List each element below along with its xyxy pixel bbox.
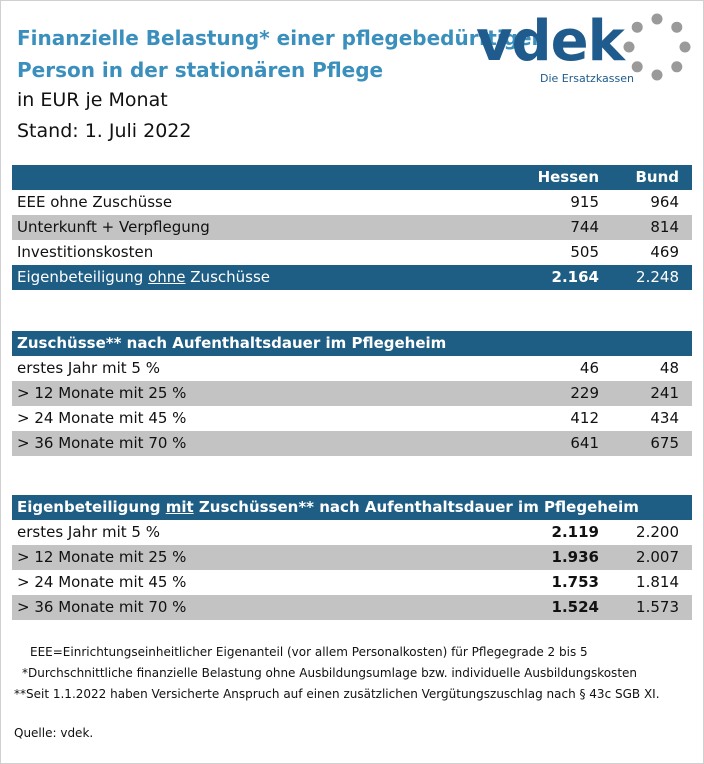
value-bund: 48: [659, 359, 679, 377]
footnote-eee: EEE=Einrichtungseinheitlicher Eigenantei…: [30, 645, 588, 659]
table-costs: Hessen Bund EEE ohne Zuschüsse 915 964 U…: [12, 165, 692, 290]
value-bund: 469: [650, 243, 679, 261]
value-bund: 241: [650, 384, 679, 402]
row-label: erstes Jahr mit 5 %: [17, 359, 160, 377]
section-title: Zuschüsse** nach Aufenthaltsdauer im Pfl…: [17, 334, 447, 352]
value-bund: 2.200: [636, 523, 679, 541]
row-label: > 24 Monate mit 45 %: [17, 409, 187, 427]
row-label: Unterkunft + Verpflegung: [17, 218, 210, 236]
vdek-logo: vdek Die Ersatzkassen: [476, 10, 696, 88]
value-bund: 2.007: [636, 548, 679, 566]
value-hessen: 229: [570, 384, 599, 402]
table-row: > 12 Monate mit 25 % 1.936 2.007: [12, 545, 692, 570]
footnote-star: *Durchschnittliche finanzielle Belastung…: [22, 666, 638, 680]
value-bund: 1.814: [636, 573, 679, 591]
table-row: > 36 Monate mit 70 % 1.524 1.573: [12, 595, 692, 620]
title-line-1: Finanzielle Belastung* einer pflegebedür…: [17, 26, 546, 50]
row-label: > 12 Monate mit 25 %: [17, 384, 187, 402]
logo-dot-ring-icon: [623, 13, 691, 81]
source-note: Quelle: vdek.: [14, 726, 94, 740]
total-label: Eigenbeteiligung ohne Zuschüsse: [17, 268, 271, 286]
row-label: erstes Jahr mit 5 %: [17, 523, 160, 541]
table-row: > 24 Monate mit 45 % 1.753 1.814: [12, 570, 692, 595]
row-label: EEE ohne Zuschüsse: [17, 193, 173, 211]
col-bund: Bund: [635, 168, 679, 186]
row-label: > 12 Monate mit 25 %: [17, 548, 187, 566]
col-hessen: Hessen: [537, 168, 599, 186]
row-label: > 36 Monate mit 70 %: [17, 598, 187, 616]
table-row: EEE ohne Zuschüsse 915 964: [12, 190, 692, 215]
table-row: erstes Jahr mit 5 % 2.119 2.200: [12, 520, 692, 545]
footnote-double-star: **Seit 1.1.2022 haben Versicherte Anspru…: [14, 687, 660, 701]
total-hessen: 2.164: [551, 268, 599, 286]
table-row: > 12 Monate mit 25 % 229 241: [12, 381, 692, 406]
title-date: Stand: 1. Juli 2022: [17, 120, 192, 142]
title-unit: in EUR je Monat: [17, 89, 168, 111]
logo-subtitle: Die Ersatzkassen: [540, 72, 634, 85]
logo-wordmark: vdek: [476, 9, 625, 74]
total-row: Eigenbeteiligung ohne Zuschüsse 2.164 2.…: [12, 265, 692, 290]
section-title: Eigenbeteiligung mit Zuschüssen** nach A…: [17, 498, 639, 516]
table-row: > 36 Monate mit 70 % 641 675: [12, 431, 692, 456]
value-hessen: 641: [570, 434, 599, 452]
section-header: Eigenbeteiligung mit Zuschüssen** nach A…: [12, 495, 692, 520]
value-bund: 1.573: [636, 598, 679, 616]
value-hessen: 1.753: [551, 573, 599, 591]
table-row: Investitionskosten 505 469: [12, 240, 692, 265]
value-bund: 964: [650, 193, 679, 211]
table-row: Unterkunft + Verpflegung 744 814: [12, 215, 692, 240]
table-own-contribution: Eigenbeteiligung mit Zuschüssen** nach A…: [12, 495, 692, 620]
row-label: > 24 Monate mit 45 %: [17, 573, 187, 591]
row-label: Investitionskosten: [17, 243, 154, 261]
table-subsidies: Zuschüsse** nach Aufenthaltsdauer im Pfl…: [12, 331, 692, 456]
value-hessen: 505: [570, 243, 599, 261]
value-hessen: 744: [570, 218, 599, 236]
table-row: > 24 Monate mit 45 % 412 434: [12, 406, 692, 431]
table-header: Hessen Bund: [12, 165, 692, 190]
value-bund: 434: [650, 409, 679, 427]
value-hessen: 2.119: [551, 523, 599, 541]
total-bund: 2.248: [636, 268, 679, 286]
value-hessen: 46: [579, 359, 599, 377]
value-bund: 814: [650, 218, 679, 236]
value-hessen: 1.524: [551, 598, 599, 616]
value-hessen: 915: [570, 193, 599, 211]
table-row: erstes Jahr mit 5 % 46 48: [12, 356, 692, 381]
value-bund: 675: [650, 434, 679, 452]
row-label: > 36 Monate mit 70 %: [17, 434, 187, 452]
value-hessen: 1.936: [551, 548, 599, 566]
title-line-2: Person in der stationären Pflege: [17, 58, 384, 82]
section-header: Zuschüsse** nach Aufenthaltsdauer im Pfl…: [12, 331, 692, 356]
value-hessen: 412: [570, 409, 599, 427]
